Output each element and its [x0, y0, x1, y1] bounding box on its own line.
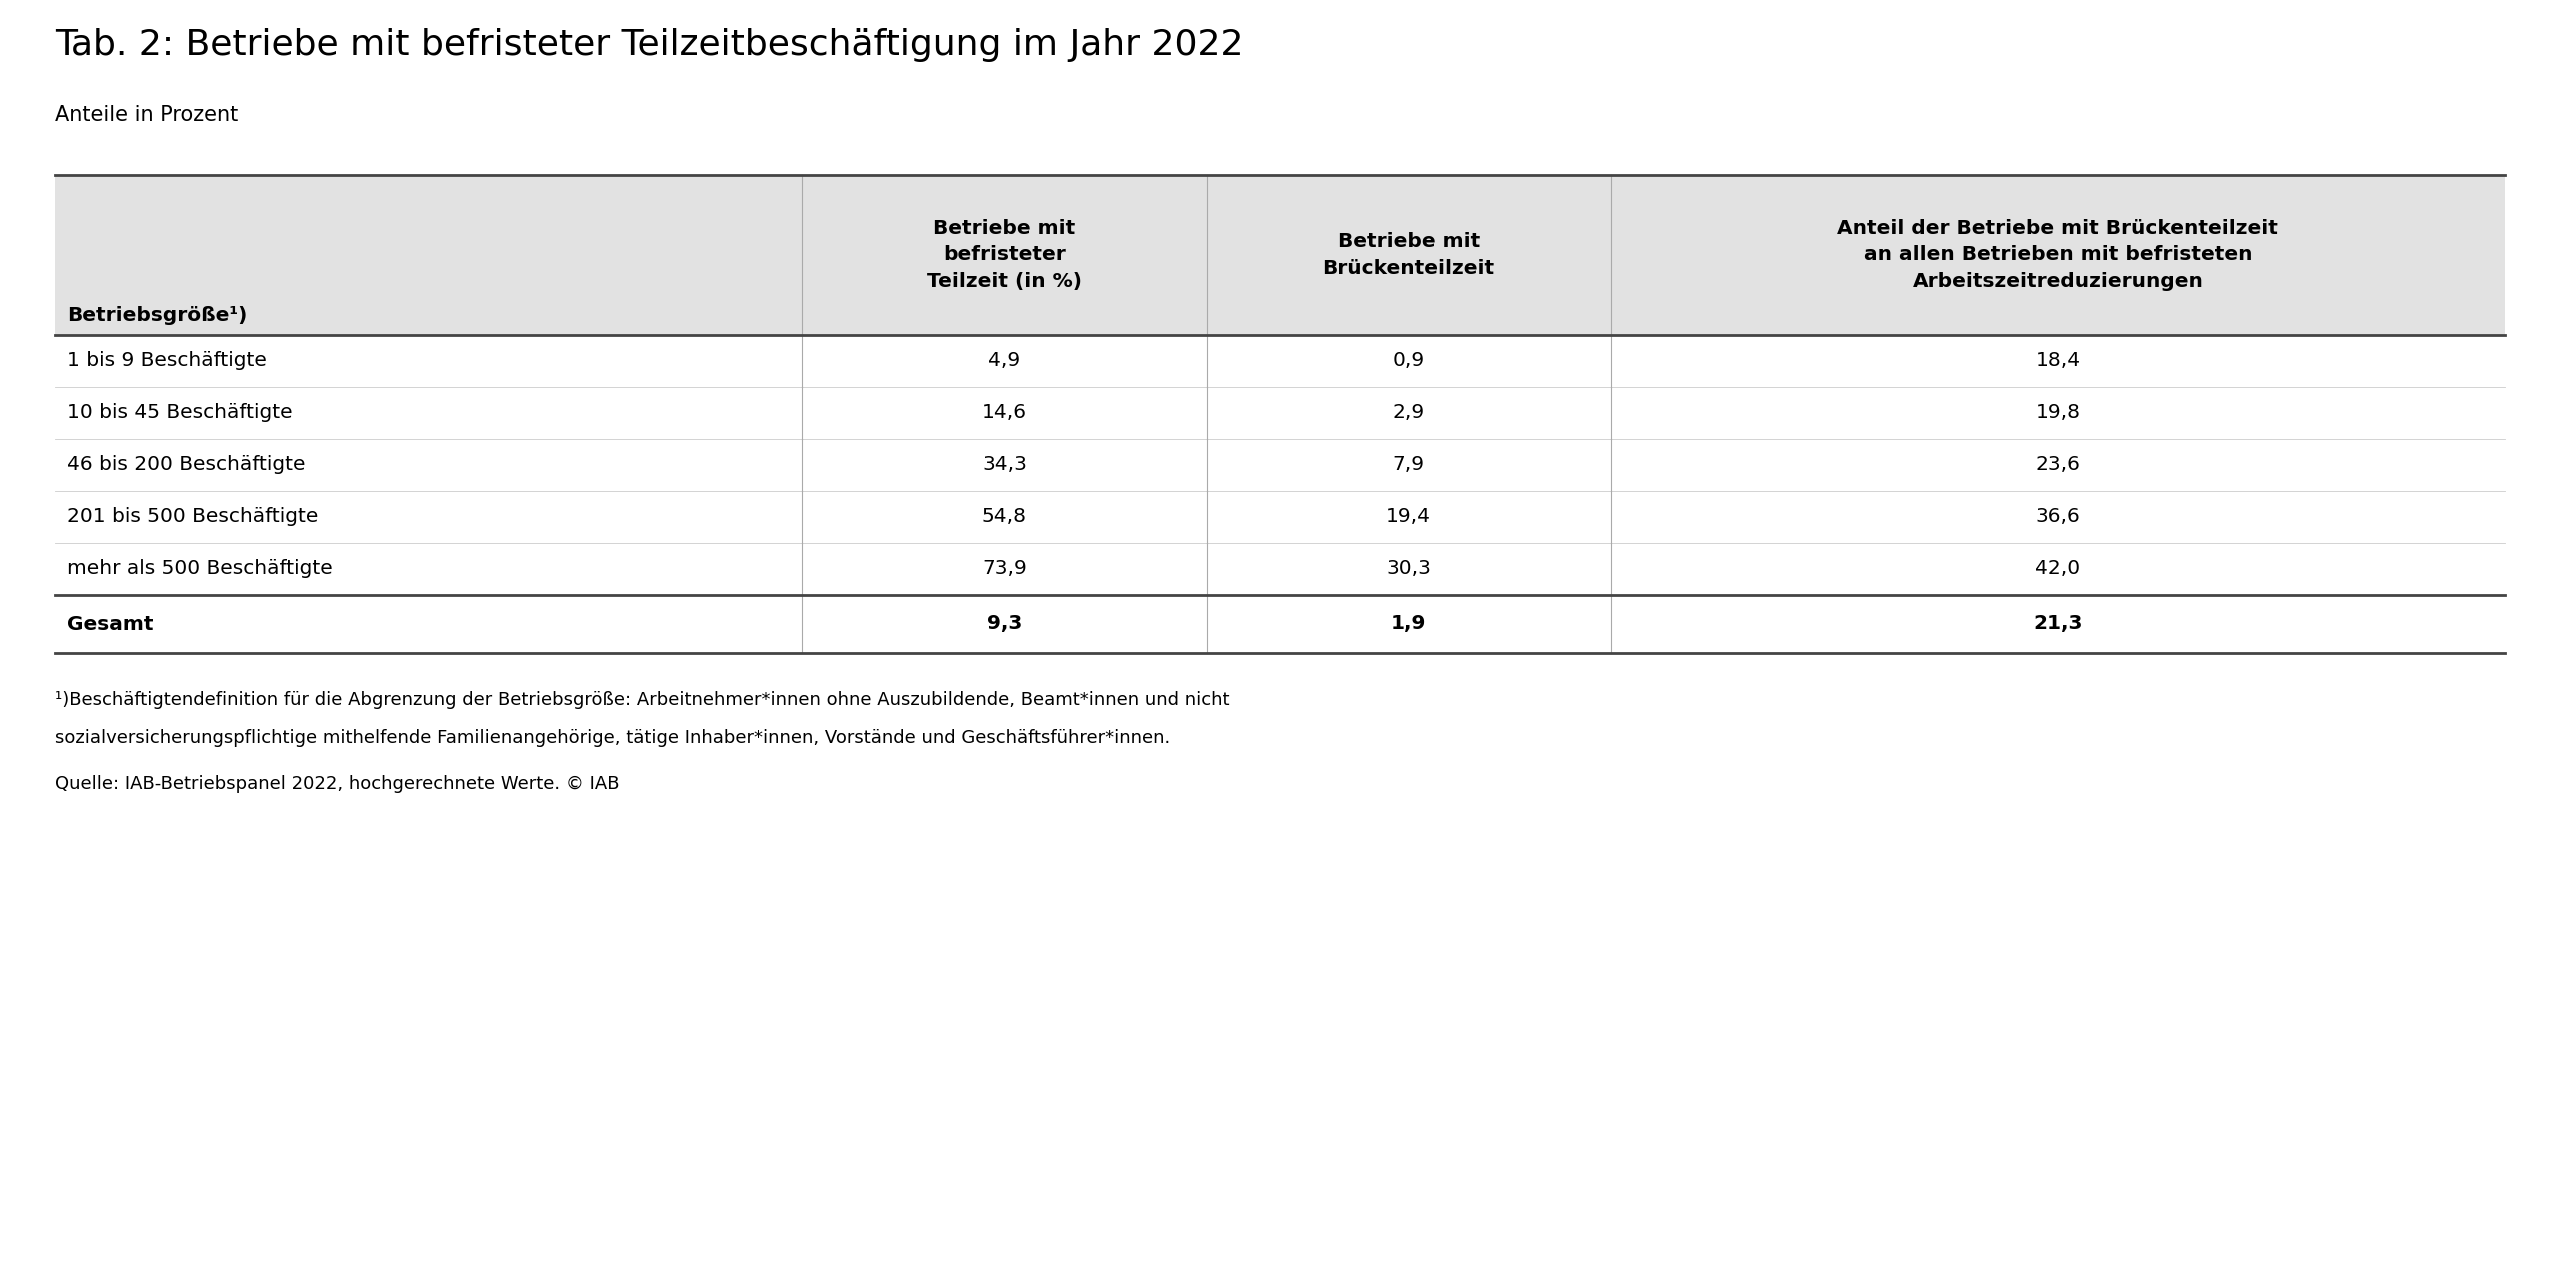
Text: Anteile in Prozent: Anteile in Prozent [54, 104, 238, 125]
Text: 36,6: 36,6 [2035, 508, 2081, 527]
Text: 18,4: 18,4 [2035, 351, 2081, 370]
Text: 201 bis 500 Beschäftigte: 201 bis 500 Beschäftigte [67, 508, 317, 527]
Text: 54,8: 54,8 [983, 508, 1027, 527]
Text: 46 bis 200 Beschäftigte: 46 bis 200 Beschäftigte [67, 456, 305, 475]
Text: Tab. 2: Betriebe mit befristeter Teilzeitbeschäftigung im Jahr 2022: Tab. 2: Betriebe mit befristeter Teilzei… [54, 28, 1244, 62]
Text: ¹)Beschäftigtendefinition für die Abgrenzung der Betriebsgröße: Arbeitnehmer*inn: ¹)Beschäftigtendefinition für die Abgren… [54, 691, 1229, 709]
Text: mehr als 500 Beschäftigte: mehr als 500 Beschäftigte [67, 560, 333, 578]
Text: 34,3: 34,3 [983, 456, 1027, 475]
Text: 30,3: 30,3 [1385, 560, 1431, 578]
Text: 1,9: 1,9 [1390, 615, 1426, 634]
Text: 9,3: 9,3 [986, 615, 1021, 634]
Text: Anteil der Betriebe mit Brückenteilzeit
an allen Betrieben mit befristeten
Arbei: Anteil der Betriebe mit Brückenteilzeit … [1838, 219, 2278, 292]
Text: 0,9: 0,9 [1393, 351, 1426, 370]
Bar [54, 174, 2506, 335]
Text: 14,6: 14,6 [983, 404, 1027, 423]
Text: Betriebsgröße¹): Betriebsgröße¹) [67, 306, 248, 325]
Text: 23,6: 23,6 [2035, 456, 2081, 475]
Text: sozialversicherungspflichtige mithelfende Familienangehörige, tätige Inhaber*inn: sozialversicherungspflichtige mithelfend… [54, 729, 1170, 747]
Text: 2,9: 2,9 [1393, 404, 1426, 423]
Text: 4,9: 4,9 [988, 351, 1021, 370]
Text: Gesamt: Gesamt [67, 615, 154, 634]
Text: 42,0: 42,0 [2035, 560, 2081, 578]
Text: 1 bis 9 Beschäftigte: 1 bis 9 Beschäftigte [67, 351, 266, 370]
Text: Quelle: IAB-Betriebspanel 2022, hochgerechnete Werte. © IAB: Quelle: IAB-Betriebspanel 2022, hochgere… [54, 775, 620, 793]
Text: 10 bis 45 Beschäftigte: 10 bis 45 Beschäftigte [67, 404, 292, 423]
Text: 73,9: 73,9 [983, 560, 1027, 578]
Text: 21,3: 21,3 [2033, 615, 2084, 634]
Text: Betriebe mit
befristeter
Teilzeit (in %): Betriebe mit befristeter Teilzeit (in %) [927, 219, 1083, 292]
Text: 19,4: 19,4 [1385, 508, 1431, 527]
Text: Betriebe mit
Brückenteilzeit: Betriebe mit Brückenteilzeit [1324, 232, 1495, 278]
Text: 7,9: 7,9 [1393, 456, 1423, 475]
Text: 19,8: 19,8 [2035, 404, 2081, 423]
